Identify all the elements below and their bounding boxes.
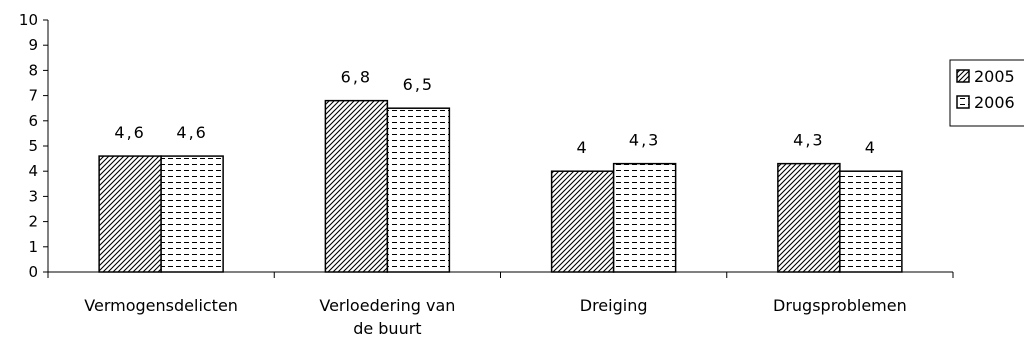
y-tick-label: 10: [19, 11, 38, 29]
y-tick-label: 6: [28, 112, 38, 130]
y-tick-label: 4: [28, 162, 38, 180]
data-label-2006: 4,6: [176, 123, 207, 142]
y-tick-label: 5: [28, 137, 38, 155]
legend-label-2005: 2005: [974, 67, 1015, 86]
y-tick-label: 2: [28, 213, 38, 231]
data-labels: 4,6 4,6 6,8 6,5 4 4,3 4,3 4: [114, 68, 877, 158]
data-label-2005: 4,6: [114, 123, 145, 142]
category-label: Verloedering van: [319, 296, 455, 315]
y-tick-label: 8: [28, 61, 38, 79]
data-label-2006: 6,5: [403, 75, 434, 94]
bar-2005: [777, 162, 841, 273]
bar-2005: [324, 99, 389, 273]
category-labels: Vermogensdelicten Verloedering van de buur…: [84, 296, 906, 338]
x-axis: [47, 271, 954, 278]
category-label: Drugsproblemen: [773, 296, 907, 315]
bar-2005: [550, 170, 615, 273]
data-label-2005: 4: [577, 138, 589, 157]
bar-2006: [839, 170, 903, 273]
legend-swatch-2006: [956, 95, 970, 109]
legend-swatch-2005: [956, 69, 970, 83]
category-label: Dreiging: [580, 296, 648, 315]
bar-2006: [612, 162, 677, 273]
data-label-2006: 4,3: [629, 131, 660, 150]
legend-label-2006: 2006: [974, 93, 1015, 112]
y-axis: 0 1 2 3 4 5 6 7 8 9 10: [19, 11, 49, 281]
data-label-2005: 4,3: [793, 131, 824, 150]
y-tick-label: 9: [28, 36, 38, 54]
category-label: de buurt: [353, 319, 421, 338]
data-label-2005: 6,8: [341, 68, 372, 87]
bar-2006: [160, 155, 224, 273]
bars: [98, 99, 903, 273]
data-label-2006: 4: [865, 138, 877, 157]
y-tick-label: 7: [28, 87, 38, 105]
y-tick-label: 1: [28, 238, 38, 256]
y-tick-label: 0: [28, 263, 38, 281]
bar-2005: [98, 155, 162, 273]
bar-2006: [386, 107, 451, 273]
y-tick-label: 3: [28, 187, 38, 205]
legend: 2005 2006: [949, 59, 1024, 127]
category-label: Vermogensdelicten: [84, 296, 238, 315]
